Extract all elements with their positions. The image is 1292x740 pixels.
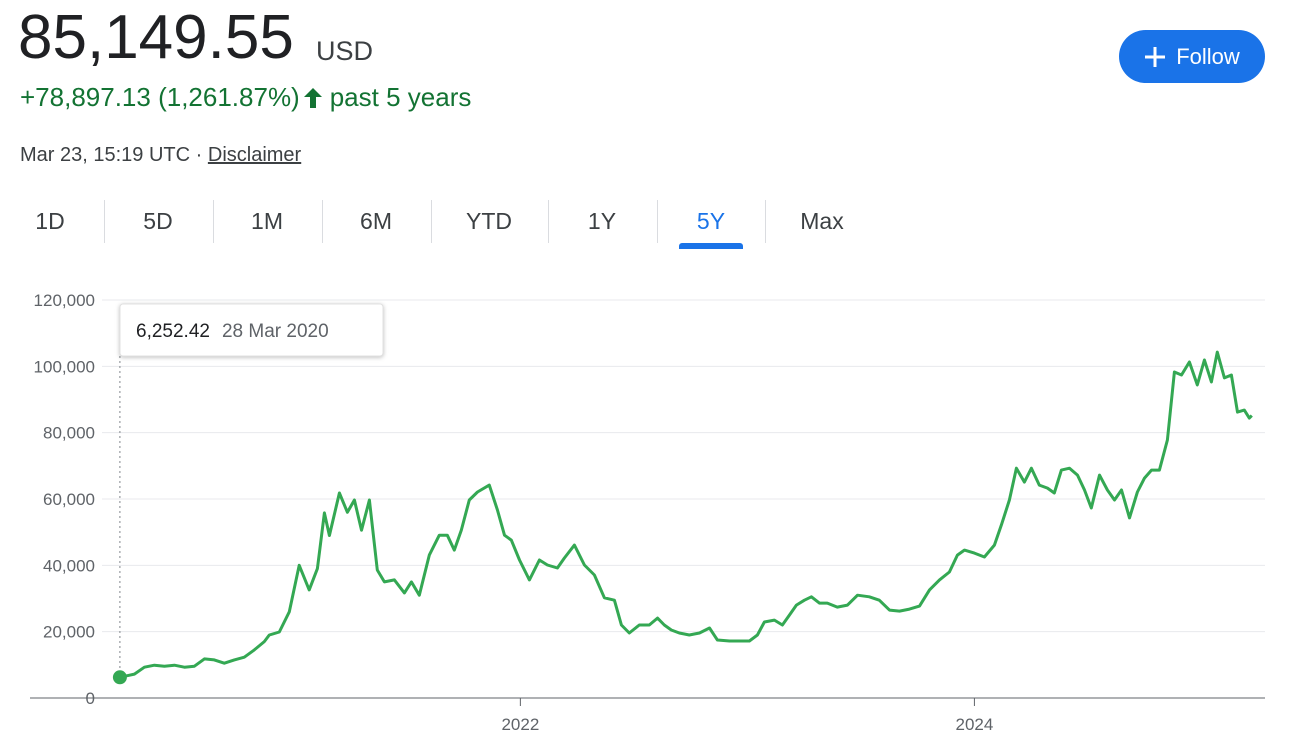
- y-tick-label: 80,000: [43, 424, 95, 443]
- tab-separator: [431, 200, 432, 243]
- tab-separator: [213, 200, 214, 243]
- tooltip-date: 28 Mar 2020: [222, 321, 329, 342]
- disclaimer-link[interactable]: Disclaimer: [207, 144, 302, 166]
- tab-separator: [322, 200, 323, 243]
- price: 85,149.55: [18, 3, 294, 72]
- y-tick-label: 100,000: [34, 357, 95, 376]
- follow-label: Follow: [1176, 43, 1240, 69]
- plus-icon: [1145, 46, 1166, 67]
- follow-button[interactable]: Follow: [1119, 30, 1265, 83]
- range-tab[interactable]: 5Y: [696, 207, 726, 234]
- hover-point: [112, 670, 127, 685]
- range-tab[interactable]: 1D: [35, 207, 65, 234]
- range-tab[interactable]: 6M: [360, 207, 392, 234]
- x-tick-label: 2022: [501, 715, 539, 734]
- price-line: [119, 350, 1253, 679]
- tooltip-value: 6,252.42: [136, 321, 210, 342]
- tab-separator: [104, 200, 105, 243]
- range-tabs: 1D 5D 1M 6M YTD 1Y 5Y Max: [0, 198, 900, 250]
- range-tab[interactable]: YTD: [466, 207, 512, 234]
- active-indicator: [679, 243, 743, 249]
- separator: ·: [195, 144, 203, 166]
- up-arrow: [303, 87, 322, 108]
- timestamp: Mar 23, 15:19 UTC: [20, 144, 191, 166]
- currency: USD: [316, 36, 374, 66]
- range-tab[interactable]: 5D: [143, 207, 173, 234]
- y-tick-label: 20,000: [43, 623, 95, 642]
- period: past 5 years: [329, 82, 472, 112]
- range-tab[interactable]: 1M: [251, 207, 283, 234]
- timestamp-line: Mar 23, 15:19 UTC · Disclaimer: [20, 144, 301, 167]
- range-tab[interactable]: 1Y: [587, 207, 617, 234]
- change: +78,897.13 (1,261.87%) past 5 years: [20, 82, 471, 113]
- y-tick-label: 0: [86, 689, 95, 708]
- x-tick-label: 2024: [955, 715, 993, 734]
- y-tick-label: 120,000: [34, 291, 95, 310]
- range-tab[interactable]: Max: [800, 207, 844, 234]
- tab-separator: [548, 200, 549, 243]
- tab-separator: [765, 200, 766, 243]
- change-value: +78,897.13 (1,261.87%): [20, 82, 300, 112]
- y-tick-label: 60,000: [43, 490, 95, 509]
- tooltip: 6,252.42 28 Mar 2020: [119, 303, 384, 357]
- tab-separator: [657, 200, 658, 243]
- y-tick-label: 40,000: [43, 556, 95, 575]
- tooltip-box: [119, 303, 384, 357]
